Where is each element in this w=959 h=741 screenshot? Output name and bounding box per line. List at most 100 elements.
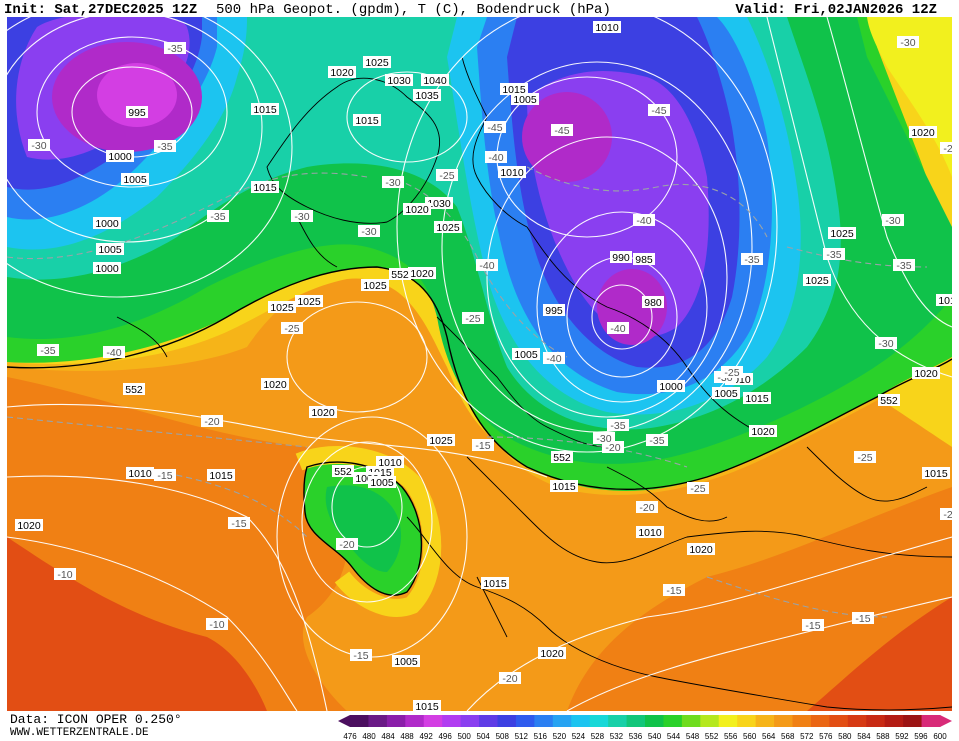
pressure-label: 1025	[803, 274, 831, 287]
temperature-label-text: -25	[724, 367, 739, 379]
pressure-label: 1035	[413, 89, 441, 102]
height-field-cutoff-low-core	[325, 485, 402, 572]
scale-tick-label: 480	[362, 732, 376, 741]
scale-tick-label: 532	[610, 732, 624, 741]
geopotential-labels: 552 552 552 552 552	[123, 268, 900, 478]
scale-tick-label: 572	[800, 732, 814, 741]
pressure-label-box	[121, 173, 149, 185]
temperature-label-text: -25	[284, 323, 299, 335]
scale-swatch	[737, 715, 757, 727]
temperature-label-box	[551, 124, 573, 136]
chart-header: Init: Sat,27DEC2025 12Z 500 hPa Geopot. …	[0, 0, 959, 22]
temperature-label: -45	[648, 104, 670, 117]
pressure-label: 1000	[93, 262, 121, 275]
temperature-label: -35	[607, 419, 629, 432]
scale-swatch	[460, 715, 480, 727]
pressure-label-text: 1005	[123, 174, 147, 186]
scale-tick-label: 492	[419, 732, 433, 741]
temperature-label-box	[875, 337, 897, 349]
pressure-label: 1025	[828, 227, 856, 240]
pressure-label: 1020	[909, 126, 937, 139]
temperature-label-box	[37, 344, 59, 356]
temperature-label-box	[476, 259, 498, 271]
pressure-label-text: 1035	[415, 90, 439, 102]
height-field-584-east	[807, 597, 952, 711]
pressure-label: 1020	[15, 519, 43, 532]
temperature-label-text: -40	[106, 347, 121, 359]
scale-swatch	[423, 715, 443, 727]
temperature-label: -25	[721, 366, 743, 379]
pressure-label-text: 1010	[500, 167, 524, 179]
temperature-label-box	[336, 538, 358, 550]
temperature-label-text: -35	[649, 435, 664, 447]
temperature-label: -30	[875, 337, 897, 350]
temperature-label-text: -25	[690, 483, 705, 495]
temperature-label-box	[852, 612, 874, 624]
temperature-label-box	[154, 469, 176, 481]
temperature-label-box	[206, 618, 228, 630]
temperature-label-box	[648, 104, 670, 116]
scale-swatch	[663, 715, 683, 727]
temperature-label-text: -40	[488, 152, 503, 164]
temperature-label: -20	[636, 501, 658, 514]
temperature-label-box	[636, 501, 658, 513]
temperature-label-text: -40	[636, 215, 651, 227]
pressure-label-text: 995	[545, 305, 563, 317]
temperature-label-text: -10	[209, 619, 224, 631]
scale-tick-label: 520	[553, 732, 567, 741]
pressure-label-box	[936, 294, 952, 306]
scale-swatch	[847, 715, 867, 727]
pressure-label: 1000	[106, 150, 134, 163]
pressure-label-text: 1000	[95, 263, 119, 275]
temperature-label: -40	[633, 214, 655, 227]
pressure-label-text: 1020	[540, 648, 564, 660]
temperature-label-text: -25	[943, 143, 952, 155]
scale-tick-label: 524	[572, 732, 586, 741]
temperature-label-text: -20	[204, 416, 219, 428]
geopotential-label-text: 552	[553, 452, 571, 464]
pressure-label: 1010	[936, 294, 952, 307]
pressure-label-text: 1020	[405, 204, 429, 216]
temperature-label-box	[103, 346, 125, 358]
temperature-label: -20	[201, 415, 223, 428]
pressure-label-text: 1000	[108, 151, 132, 163]
pressure-label: 1015	[481, 577, 509, 590]
temperature-label-text: -45	[487, 122, 502, 134]
pressure-label: 1015	[413, 700, 441, 711]
temperature-label: -40	[543, 352, 565, 365]
pressure-label-box	[309, 406, 337, 418]
temperature-label: -15	[852, 612, 874, 625]
pressure-label-text: 1015	[483, 578, 507, 590]
chart-parameters: 500 hPa Geopot. (gpdm), T (C), Bodendruc…	[216, 2, 611, 18]
temperature-label: -35	[164, 42, 186, 55]
temperature-label: -35	[154, 140, 176, 153]
temperature-label: -30	[897, 36, 919, 49]
pressure-label: 995	[126, 106, 148, 119]
pressure-label: 995	[543, 304, 565, 317]
pressure-label-text: 1015	[355, 115, 379, 127]
temperature-label: -15	[350, 649, 372, 662]
temperature-label-text: -40	[479, 260, 494, 272]
pressure-label-box	[481, 577, 509, 589]
temperature-label-box	[646, 434, 668, 446]
temperature-label: -35	[646, 434, 668, 447]
pressure-label: 1020	[328, 66, 356, 79]
pressure-label-box	[385, 74, 413, 86]
temperature-label-text: -35	[157, 141, 172, 153]
height-field-east-high	[867, 17, 952, 177]
temperature-label-text: -10	[57, 569, 72, 581]
pressure-label: 1015	[353, 114, 381, 127]
scale-tick-label: 544	[667, 732, 681, 741]
pressure-label-text: 1040	[423, 75, 447, 87]
scale-tick-label: 584	[857, 732, 871, 741]
scale-swatch	[626, 715, 646, 727]
pressure-label: 980	[642, 296, 664, 309]
scale-swatch	[368, 715, 388, 727]
temperature-label-text: -20	[605, 442, 620, 454]
pressure-label: 1010	[126, 467, 154, 480]
scale-tick-label: 556	[724, 732, 738, 741]
temperature-label: -10	[54, 568, 76, 581]
scale-swatch	[718, 715, 738, 727]
